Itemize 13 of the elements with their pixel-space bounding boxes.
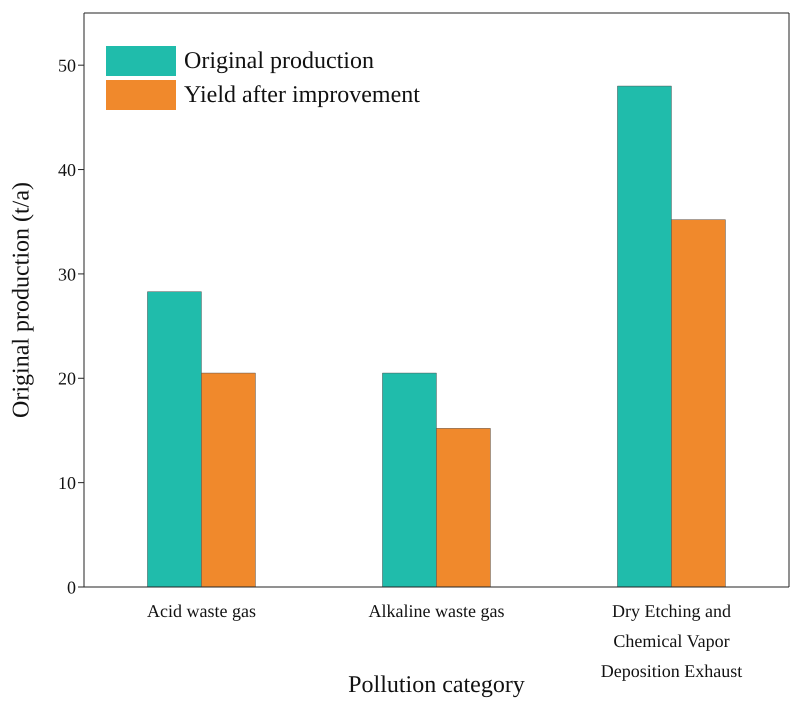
y-tick-label: 50: [58, 56, 76, 76]
y-tick-label: 40: [58, 160, 76, 180]
legend-label: Yield after improvement: [184, 82, 420, 108]
x-tick-label: Acid waste gas: [147, 601, 256, 621]
y-tick-label: 30: [58, 264, 76, 284]
y-tick-label: 20: [58, 368, 76, 389]
y-tick-label: 10: [58, 473, 76, 494]
y-axis-title: Original production (t/a): [8, 182, 35, 418]
x-tick-label: Alkaline waste gas: [368, 601, 504, 621]
x-axis-title: Pollution category: [348, 672, 525, 698]
y-tick-label: 0: [67, 577, 76, 598]
legend-label: Original production: [184, 48, 374, 74]
x-tick-label: Dry Etching and Chemical Vapor Deposition Exhaust: [600, 601, 742, 681]
